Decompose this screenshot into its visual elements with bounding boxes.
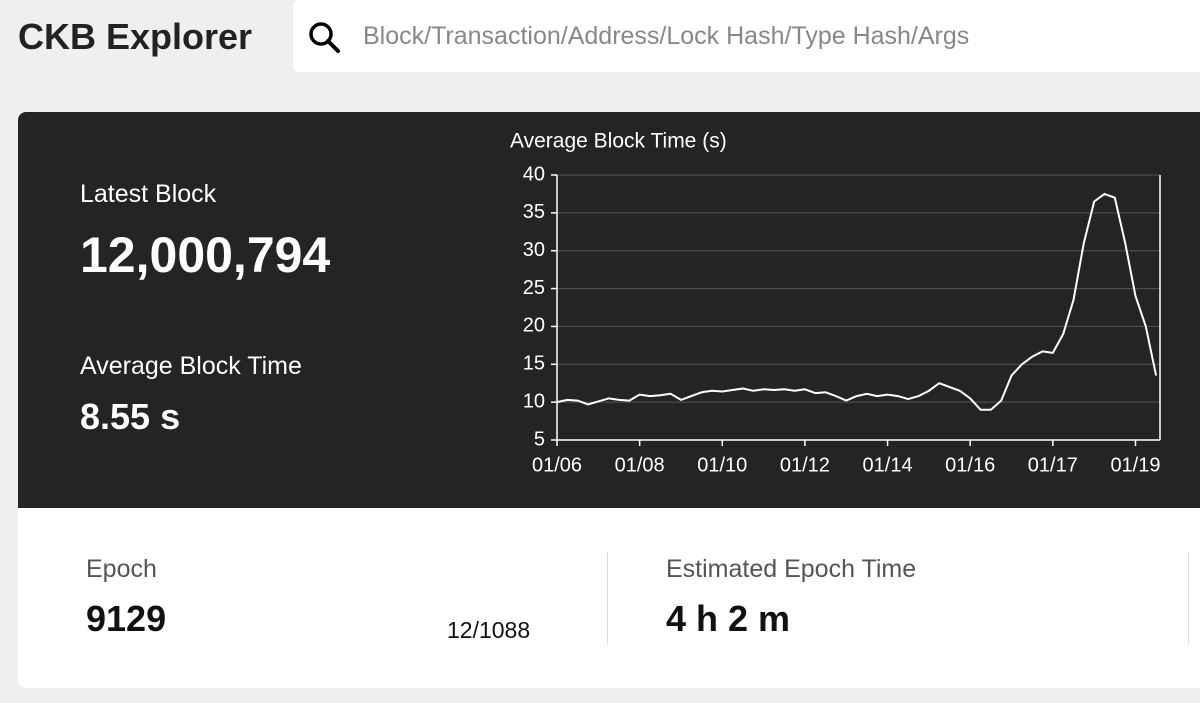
y-tick-label: 10 (523, 390, 545, 412)
y-tick-label: 30 (523, 239, 545, 261)
x-tick-label: 01/12 (780, 454, 830, 476)
search-placeholder: Block/Transaction/Address/Lock Hash/Type… (363, 22, 970, 50)
epoch-time: 4 h 2 m (666, 598, 791, 639)
latest-block: 12,000,794 (80, 227, 331, 283)
chart: Average Block Time (s) 5 10 15 20 25 30 35 40 01… (510, 130, 1161, 476)
epoch-time-label: Estimated Epoch Time (666, 555, 917, 583)
y-tick-label: 20 (523, 315, 545, 337)
y-tick-label: 15 (523, 353, 545, 375)
y-tick-label: 5 (534, 428, 545, 450)
search-icon[interactable] (307, 20, 343, 56)
chart-title: Average Block Time (s) (510, 130, 727, 153)
avg-block-time: 8.55 s (80, 396, 181, 437)
stats-panel (18, 112, 1200, 508)
x-tick-label: 01/17 (1028, 454, 1078, 476)
avg-block-time-label: Average Block Time (80, 352, 302, 380)
divider (607, 552, 608, 644)
x-tick-label: 01/16 (945, 454, 995, 476)
x-tick-label: 01/14 (863, 454, 913, 476)
divider (1188, 552, 1189, 644)
y-tick-label: 35 (523, 201, 545, 223)
epoch-panel (18, 508, 1200, 688)
latest-block-label: Latest Block (80, 180, 217, 208)
x-tick-label: 01/06 (532, 454, 582, 476)
epoch: 9129 (86, 598, 167, 639)
epoch-progress: 12/1088 (447, 617, 531, 643)
epoch-label: Epoch (86, 555, 157, 583)
x-tick-label: 01/08 (615, 454, 665, 476)
line (556, 192, 1158, 411)
y-tick-label: 40 (523, 163, 545, 185)
x-tick-label: 01/19 (1110, 454, 1160, 476)
search-box[interactable]: Block/Transaction/Address/Lock Hash/Type… (293, 0, 1200, 72)
x-tick-label: 01/10 (697, 454, 747, 476)
logo[interactable]: CKB Explorer (18, 16, 253, 57)
y-tick-label: 25 (523, 277, 545, 299)
